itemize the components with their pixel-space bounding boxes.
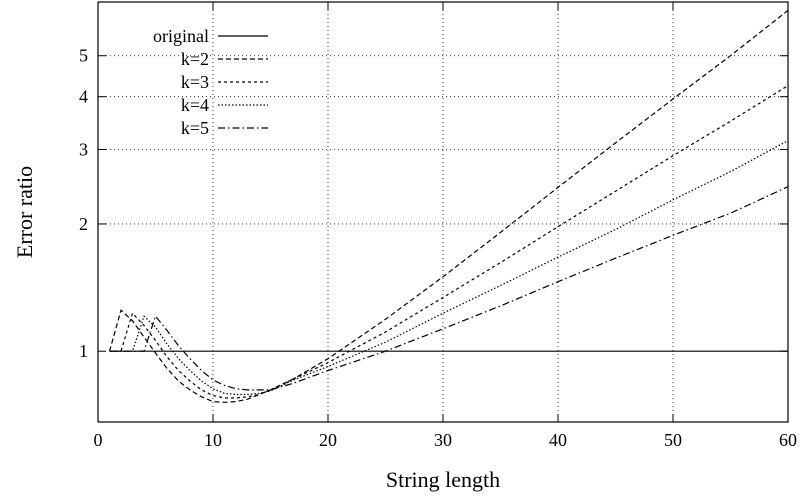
x-tick-label: 20 bbox=[319, 430, 337, 450]
series-layer bbox=[108, 9, 789, 403]
y-tick-label: 3 bbox=[79, 140, 88, 160]
y-tick-label: 1 bbox=[79, 341, 88, 361]
legend-label: k=4 bbox=[181, 95, 209, 115]
x-axis-label: String length bbox=[386, 467, 500, 492]
x-tick-label: 0 bbox=[94, 430, 103, 450]
series-line-k-4 bbox=[109, 140, 789, 396]
legend-label: k=3 bbox=[181, 72, 209, 92]
y-tick-label: 4 bbox=[79, 87, 88, 107]
series-line-k-5 bbox=[109, 186, 789, 391]
x-tick-label: 30 bbox=[434, 430, 452, 450]
legend-label: k=2 bbox=[181, 49, 209, 69]
x-tick-label: 50 bbox=[664, 430, 682, 450]
legend-label: original bbox=[153, 26, 209, 46]
legend: original k=2 k=3 k=4 k=5 bbox=[153, 26, 268, 138]
y-axis-label: Error ratio bbox=[12, 166, 37, 258]
x-tick-label: 10 bbox=[204, 430, 222, 450]
grid-layer bbox=[98, 2, 788, 422]
series-line-k-3 bbox=[109, 85, 789, 399]
series-line-k-2 bbox=[108, 9, 789, 403]
x-tick-label: 60 bbox=[779, 430, 797, 450]
y-tick-label: 2 bbox=[79, 214, 88, 234]
legend-label: k=5 bbox=[181, 118, 209, 138]
tick-layer: 0 10 20 30 40 50 60 1 2 3 4 5 bbox=[79, 2, 797, 450]
y-tick-label: 5 bbox=[79, 46, 88, 66]
x-tick-label: 40 bbox=[549, 430, 567, 450]
